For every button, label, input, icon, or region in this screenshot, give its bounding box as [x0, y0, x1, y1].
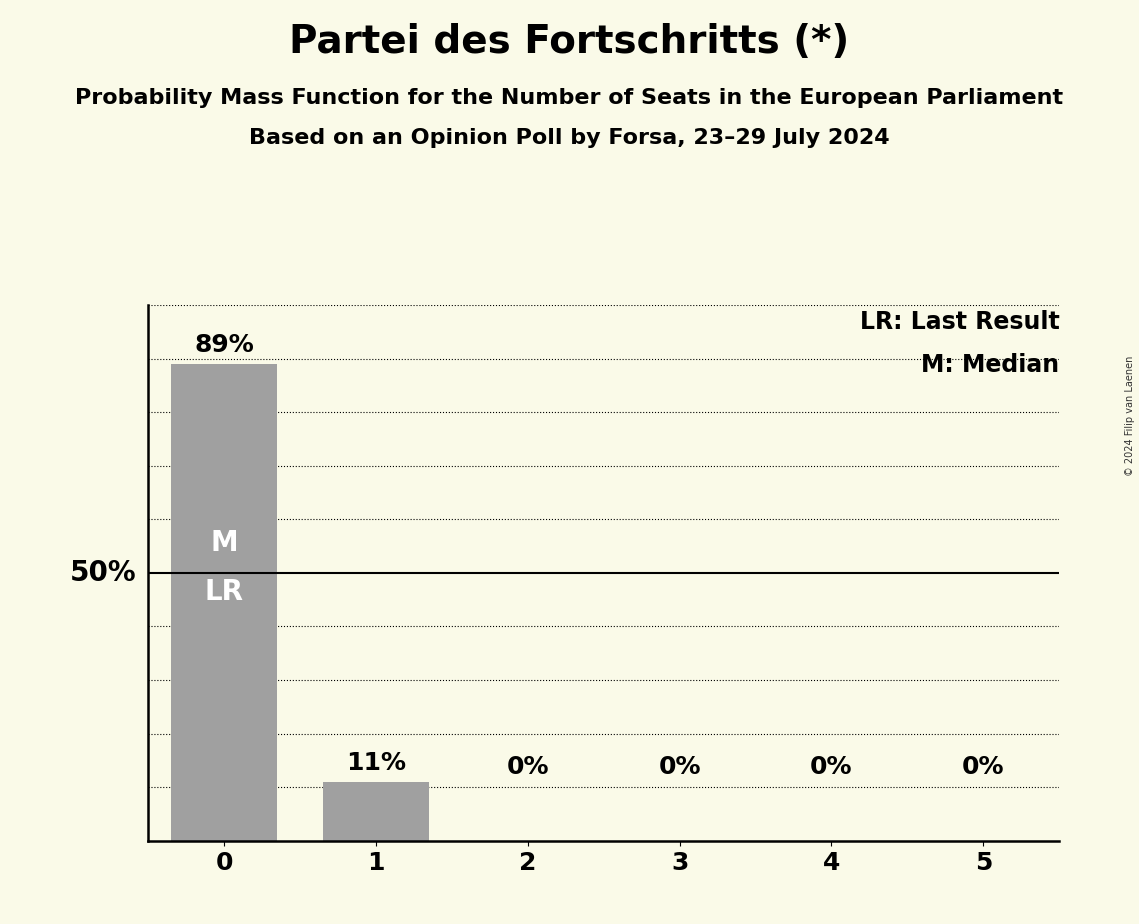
Text: M: Median: M: Median: [921, 353, 1059, 377]
Text: 0%: 0%: [507, 755, 549, 779]
Bar: [322, 782, 429, 841]
Text: 0%: 0%: [810, 755, 853, 779]
Text: M: M: [211, 529, 238, 557]
Text: Based on an Opinion Poll by Forsa, 23–29 July 2024: Based on an Opinion Poll by Forsa, 23–29…: [249, 128, 890, 148]
Text: Partei des Fortschritts (*): Partei des Fortschritts (*): [289, 23, 850, 61]
Bar: [171, 364, 277, 841]
Text: 0%: 0%: [658, 755, 700, 779]
Text: LR: LR: [205, 578, 244, 606]
Text: 0%: 0%: [962, 755, 1005, 779]
Text: 11%: 11%: [346, 751, 405, 775]
Text: LR: Last Result: LR: Last Result: [860, 310, 1059, 334]
Text: Probability Mass Function for the Number of Seats in the European Parliament: Probability Mass Function for the Number…: [75, 88, 1064, 108]
Text: © 2024 Filip van Laenen: © 2024 Filip van Laenen: [1125, 356, 1134, 476]
Text: 50%: 50%: [71, 559, 137, 587]
Text: 89%: 89%: [194, 334, 254, 358]
